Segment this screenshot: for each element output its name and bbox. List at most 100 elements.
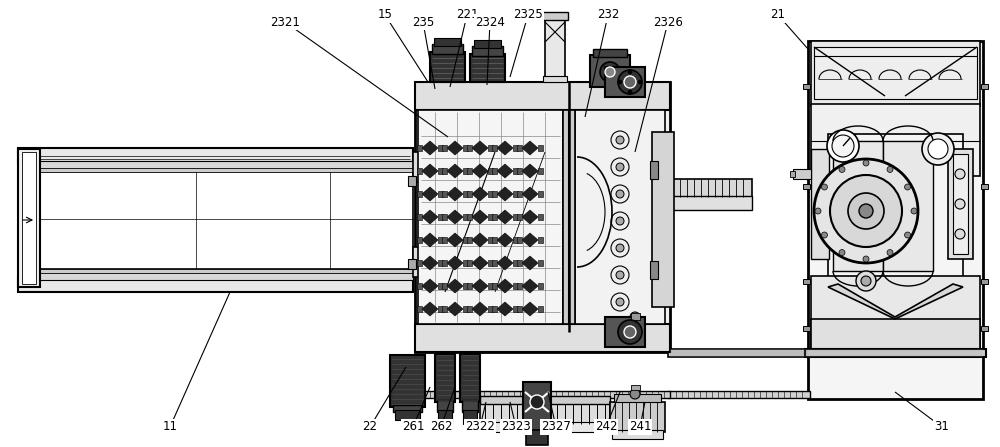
Polygon shape [522,141,538,155]
Circle shape [611,131,629,149]
Bar [803,184,810,189]
Bar [432,44,463,54]
Polygon shape [472,233,488,247]
Polygon shape [472,210,488,224]
Polygon shape [497,256,513,270]
Bar [442,283,447,289]
Circle shape [618,320,642,344]
Circle shape [605,67,615,77]
Bar [811,276,980,351]
Text: 241: 241 [629,421,651,434]
Bar [538,283,543,289]
Bar [408,176,416,186]
Circle shape [530,395,544,409]
Circle shape [814,159,918,263]
Bar [828,134,963,279]
Polygon shape [497,164,513,178]
Bar [417,168,422,174]
Polygon shape [522,210,538,224]
Text: 262: 262 [430,421,452,434]
Bar [438,168,443,174]
Polygon shape [422,164,438,178]
Bar [467,145,472,151]
Bar [513,306,518,312]
Bar [811,149,829,259]
Polygon shape [422,233,438,247]
Polygon shape [497,302,513,316]
Bar [803,84,810,89]
Bar [488,237,493,243]
Bar [408,259,416,269]
Polygon shape [447,210,463,224]
Text: 15: 15 [378,8,392,21]
Bar [803,326,810,331]
Bar [467,283,472,289]
Bar [590,55,630,87]
Bar [631,313,640,320]
Bar [488,306,493,312]
Bar [18,149,40,287]
Bar [650,161,658,179]
Bar [538,168,543,174]
Circle shape [821,232,827,238]
Bar [442,260,447,266]
Bar [538,214,543,220]
Bar [614,394,661,402]
Circle shape [821,184,827,190]
Bar [442,191,447,197]
Bar [542,12,568,20]
Circle shape [611,239,629,257]
Bar [492,168,497,174]
Circle shape [616,244,624,252]
Bar [811,319,980,351]
Polygon shape [472,256,488,270]
Bar [650,261,658,279]
Bar [488,214,493,220]
Bar [488,283,493,289]
Polygon shape [522,233,538,247]
Circle shape [628,70,632,74]
Bar [612,430,663,439]
Bar [492,191,497,197]
Polygon shape [422,279,438,293]
Bar [488,168,493,174]
Text: 261: 261 [402,421,424,434]
Bar [670,196,752,210]
Text: 2325: 2325 [513,8,543,21]
Circle shape [827,130,859,162]
Bar [513,283,518,289]
Bar [434,38,461,46]
Circle shape [830,175,902,247]
Bar [393,405,422,412]
Bar [463,191,468,197]
Bar [593,49,627,57]
Bar [395,410,420,420]
Bar [492,237,497,243]
Bar [438,145,443,151]
Polygon shape [447,233,463,247]
Bar [811,104,980,176]
Bar [517,145,522,151]
Bar [517,260,522,266]
Bar [668,349,810,357]
Bar [833,141,883,271]
Polygon shape [522,302,538,316]
Polygon shape [472,164,488,178]
Bar [437,400,453,412]
Circle shape [616,136,624,144]
Text: 221: 221 [456,8,478,21]
Circle shape [911,208,917,214]
Bar [513,168,518,174]
Bar [668,391,810,398]
Bar [517,168,522,174]
Polygon shape [472,279,488,293]
Bar [545,17,565,82]
Circle shape [922,133,954,165]
Bar [538,191,543,197]
Text: 2324: 2324 [475,16,505,29]
Bar [442,306,447,312]
Bar [474,40,501,48]
Bar [390,355,425,407]
Circle shape [815,208,821,214]
Bar [417,214,422,220]
